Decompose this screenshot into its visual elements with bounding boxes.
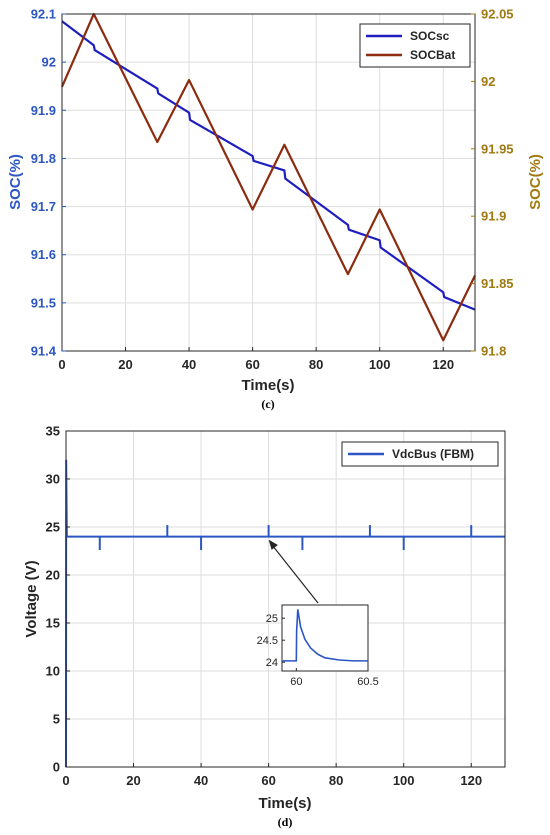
chart-d-inset-y-ticks: 24 24.5 25 [257,613,278,669]
chart-d-inset-x-tick-label: 60 [290,676,302,688]
chart-d-inset-series-line [282,609,368,662]
chart-d-inset: 60 60.5 24 24.5 25 [257,539,379,688]
chart-d-inset-x-tick-label: 60.5 [357,676,378,688]
chart-d-inset-y-tick-label: 24.5 [257,635,278,647]
chart-d-y-tick-label: 25 [46,520,60,535]
chart-d: 0 20 40 60 80 100 120 0 5 10 15 20 25 30 35 Time(s) V… [23,424,506,829]
chart-c-left-y-tick-label: 91.7 [31,199,56,214]
chart-c-frame [61,13,476,352]
chart-c: 0 20 40 60 80 100 120 91.4 91.5 91.6 91.7 91.8 91.9… [7,7,544,412]
chart-d-legend-label-vdcbus: VdcBus (FBM) [392,447,474,461]
chart-c-legend-label-socbat: SOCBat [410,48,455,62]
chart-d-y-tick-label: 5 [53,712,60,727]
chart-c-legend-label-socsc: SOCsc [410,29,450,43]
chart-c-plot-area [62,14,475,351]
chart-d-y-tick-label: 35 [46,424,60,439]
chart-d-y-tick-label: 20 [46,568,60,583]
chart-d-x-tick-label: 20 [126,773,140,788]
chart-c-right-y-axis-label: SOC(%) [527,154,544,210]
chart-c-right-y-tick-label: 92 [481,74,495,89]
chart-d-inset-pointer-line [272,545,319,604]
chart-c-right-y-tick-label: 91.95 [481,141,514,156]
chart-c-x-tick-label: 60 [245,357,259,372]
chart-c-right-y-tick-label: 91.85 [481,276,514,291]
chart-d-x-ticks: 0 20 40 60 80 100 120 [62,763,482,788]
chart-d-y-ticks: 0 5 10 15 20 25 30 35 [46,424,70,775]
chart-d-x-axis-label: Time(s) [258,795,311,812]
chart-c-left-y-tick-label: 91.5 [31,295,56,310]
chart-c-legend-box [359,23,471,68]
chart-d-inset-y-tick-label: 25 [266,613,278,625]
chart-c-series-line-socsc [61,20,476,311]
chart-d-legend: VdcBus (FBM) [341,441,499,467]
chart-c-right-y-tick-label: 92.05 [481,7,514,22]
chart-c-x-tick-label: 80 [309,357,323,372]
chart-d-y-tick-label: 0 [53,760,60,775]
chart-d-y-tick-label: 10 [46,664,60,679]
chart-c-left-y-tick-label: 91.8 [31,151,56,166]
chart-d-inset-x-ticks: 60 60.5 [290,676,379,688]
chart-d-inset-series [282,609,368,662]
chart-d-grid [65,430,505,768]
chart-d-caption: (d) [278,815,293,829]
chart-d-y-tick-label: 15 [46,616,60,631]
chart-c-x-tick-label: 120 [432,357,454,372]
chart-c-left-y-tick-label: 92.1 [31,7,56,22]
chart-d-frame [65,430,506,768]
chart-c-left-y-tick-label: 92 [42,55,56,70]
chart-c-x-ticks: 0 20 40 60 80 100 120 [58,347,454,372]
chart-c-x-tick-label: 40 [182,357,196,372]
chart-c-right-y-ticks: 91.8 91.85 91.9 91.95 92 92.05 [471,7,514,359]
chart-d-plot-area [66,431,505,767]
chart-d-inset-grid [282,617,369,671]
chart-c-legend: SOCsc SOCBat [359,23,471,68]
chart-c-left-y-ticks: 91.4 91.5 91.6 91.7 91.8 91.9 92 92.1 [31,7,66,359]
chart-c-series-line-socbat [60,12,476,342]
chart-d-x-tick-label: 60 [261,773,275,788]
chart-c-left-y-axis-label: SOC(%) [7,154,24,210]
chart-d-x-tick-label: 40 [194,773,208,788]
chart-c-x-tick-label: 20 [118,357,132,372]
chart-c-left-y-tick-label: 91.4 [31,344,57,359]
chart-c-series [60,12,476,342]
chart-c-right-y-tick-label: 91.9 [481,209,506,224]
chart-d-x-tick-label: 0 [62,773,69,788]
chart-c-x-tick-label: 100 [369,357,391,372]
chart-d-x-tick-label: 100 [393,773,415,788]
chart-c-left-y-tick-label: 91.9 [31,103,56,118]
chart-c-right-y-tick-label: 91.8 [481,344,506,359]
chart-c-x-axis-label: Time(s) [241,377,294,394]
chart-d-x-tick-label: 120 [460,773,482,788]
chart-d-inset-y-tick-label: 24 [266,657,278,669]
chart-c-caption: (c) [261,397,274,411]
chart-d-inset-pointer-arrowhead [268,539,278,550]
chart-d-y-tick-label: 30 [46,472,60,487]
chart-d-y-axis-label: Voltage (V) [23,560,40,637]
chart-d-x-tick-label: 80 [329,773,343,788]
chart-c-x-tick-label: 0 [58,357,65,372]
chart-c-left-y-tick-label: 91.6 [31,247,56,262]
